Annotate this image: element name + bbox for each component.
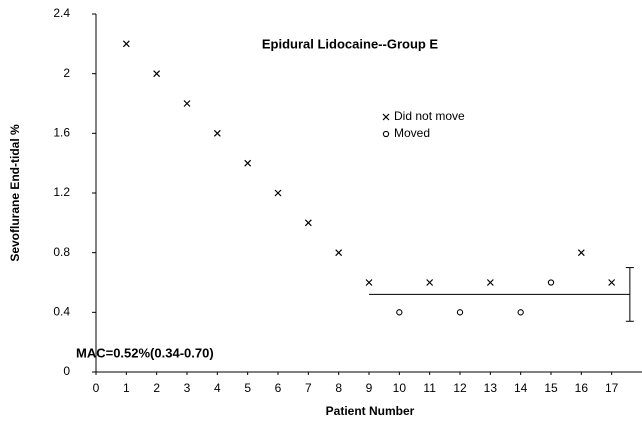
y-tick-label: 0.8 — [53, 245, 70, 259]
x-tick-label: 0 — [93, 381, 100, 395]
point — [335, 249, 343, 257]
point — [577, 249, 585, 257]
point — [456, 309, 464, 316]
point — [547, 279, 555, 286]
x-tick-label: 9 — [366, 381, 373, 395]
y-tick-label: 1.2 — [53, 185, 70, 199]
point — [183, 100, 191, 107]
point — [153, 70, 161, 78]
point — [274, 189, 282, 197]
point — [122, 40, 130, 48]
x-tick-label: 15 — [544, 381, 558, 395]
x-tick-label: 7 — [305, 381, 312, 395]
point — [365, 279, 373, 286]
x-tick-label: 8 — [335, 381, 342, 395]
x-tick-label: 16 — [575, 381, 589, 395]
legend-label: Moved — [394, 126, 430, 140]
x-tick-label: 11 — [423, 381, 436, 395]
point — [304, 219, 312, 227]
x-axis-label: Patient Number — [326, 404, 415, 418]
y-tick-label: 1.6 — [53, 126, 70, 140]
x-tick-label: 14 — [514, 381, 528, 395]
chart-title: Epidural Lidocaine--Group E — [262, 36, 439, 51]
x-tick-label: 12 — [453, 381, 467, 395]
point — [426, 279, 434, 286]
point — [517, 309, 524, 316]
point — [213, 129, 221, 137]
x-tick-label: 3 — [184, 381, 191, 395]
mac-annotation: MAC=0.52%(0.34-0.70) — [76, 345, 214, 360]
x-tick-label: 13 — [484, 381, 498, 395]
y-tick-label: 2.4 — [53, 6, 70, 20]
x-tick-label: 10 — [393, 381, 407, 395]
x-tick-label: 1 — [123, 381, 130, 395]
y-axis-label: Sevoflurane End-tidal % — [8, 124, 22, 262]
x-tick-label: 4 — [214, 381, 221, 395]
point — [486, 279, 494, 286]
point — [244, 159, 252, 167]
y-tick-label: 0.4 — [53, 305, 70, 319]
point — [608, 279, 616, 286]
legend-marker — [382, 130, 390, 138]
x-tick-label: 6 — [275, 381, 282, 395]
y-tick-label: 2 — [63, 66, 70, 80]
x-tick-label: 17 — [605, 381, 619, 395]
point — [396, 309, 403, 316]
legend-marker — [382, 113, 390, 121]
legend-label: Did not move — [394, 109, 465, 123]
x-tick-label: 5 — [244, 381, 251, 395]
x-tick-label: 2 — [153, 381, 160, 395]
y-tick-label: 0 — [63, 364, 70, 378]
